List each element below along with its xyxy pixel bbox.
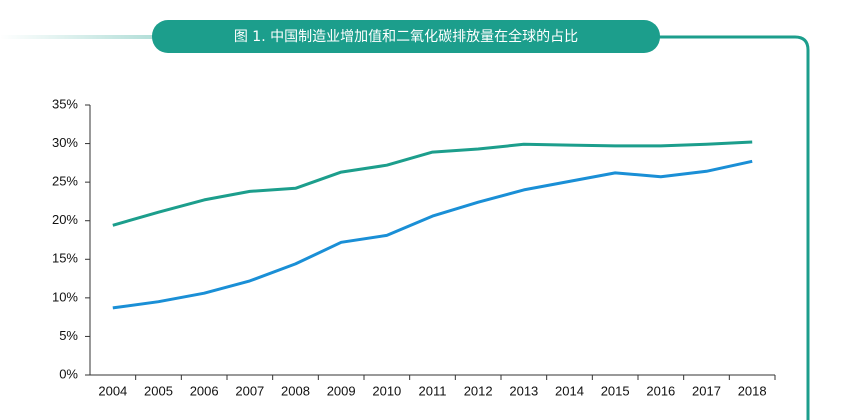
x-tick-label: 2010 (372, 383, 401, 398)
x-tick-label: 2014 (555, 383, 584, 398)
x-tick-label: 2012 (464, 383, 493, 398)
x-tick-label: 2006 (190, 383, 219, 398)
y-tick-label: 5% (59, 328, 78, 343)
y-tick-label: 10% (52, 289, 78, 304)
y-tick-label: 25% (52, 174, 78, 189)
chart-title: 图 1. 中国制造业增加值和二氧化碳排放量在全球的占比 (234, 28, 578, 45)
decor-line (0, 35, 160, 39)
x-tick-label: 2005 (144, 383, 173, 398)
x-tick-label: 2008 (281, 383, 310, 398)
x-tick-label: 2009 (327, 383, 356, 398)
x-tick-label: 2016 (646, 383, 675, 398)
x-tick-label: 2004 (98, 383, 127, 398)
y-tick-label: 15% (52, 251, 78, 266)
x-tick-label: 2011 (419, 383, 447, 398)
y-tick-label: 0% (59, 366, 78, 381)
y-tick-label: 20% (52, 212, 78, 227)
x-tick-label: 2015 (601, 383, 630, 398)
x-tick-label: 2018 (738, 383, 767, 398)
title-pill (152, 20, 660, 53)
series-line (112, 159, 753, 310)
series-line (112, 140, 753, 227)
x-tick-label: 2007 (235, 383, 264, 398)
y-tick-label: 35% (52, 96, 78, 111)
decor-frame (655, 35, 810, 420)
x-tick-label: 2017 (692, 383, 721, 398)
y-tick-label: 30% (52, 135, 78, 150)
x-tick-label: 2013 (509, 383, 538, 398)
